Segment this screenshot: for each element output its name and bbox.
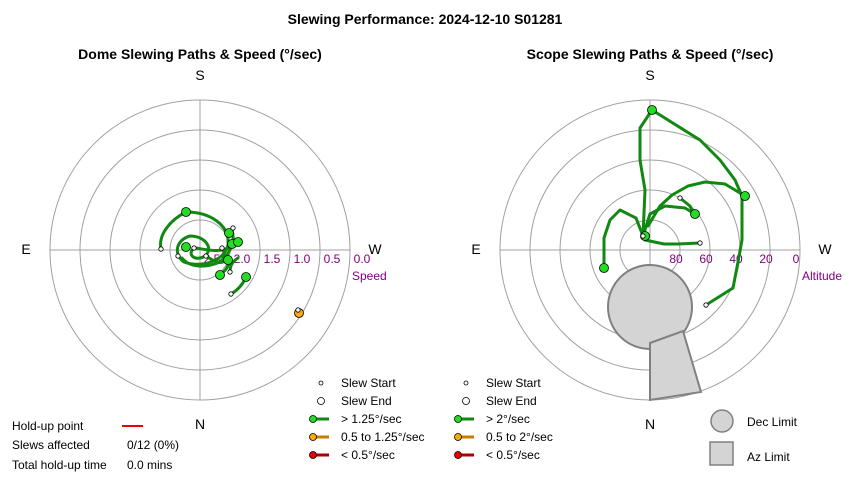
scope-compass-w: W — [818, 241, 832, 257]
scope-slew-path — [650, 108, 744, 307]
scope-slew-path — [602, 208, 645, 270]
slew-start-marker — [703, 302, 709, 308]
slew-start-marker — [228, 291, 234, 297]
az-limit-label: Az Limit — [747, 450, 790, 464]
slew-end-marker — [181, 242, 191, 252]
dome-legend: Slew Start Slew End > 1.25°/sec 0.5 to 1.25… — [309, 376, 425, 462]
slew-end-marker — [690, 209, 700, 219]
dome-slew-path — [159, 210, 188, 251]
legend-speed-dot — [454, 415, 462, 423]
scope-compass-s: S — [645, 67, 654, 83]
limits-legend: Dec Limit Az Limit — [709, 409, 798, 466]
dome-compass-e: E — [21, 241, 30, 257]
scope-slew-path — [646, 180, 747, 228]
slew-end-marker — [241, 272, 251, 282]
slew-start-marker — [697, 240, 703, 246]
legend-label: 0.5 to 1.25°/sec — [341, 430, 425, 444]
legend-speed-dot — [309, 433, 317, 441]
slews-affected-label: Slews affected — [12, 438, 90, 452]
slew-end-marker — [223, 255, 233, 265]
dome-slew-ends — [181, 207, 304, 318]
scope-compass-e: E — [471, 241, 480, 257]
scope-chart-title: Scope Slewing Paths & Speed (°/sec) — [527, 46, 774, 62]
slew-start-marker — [191, 245, 197, 251]
dome-compass-w: W — [368, 241, 382, 257]
radial-tick-label: 80 — [669, 252, 683, 266]
legend-label: > 1.25°/sec — [341, 412, 402, 426]
legend-label: > 2°/sec — [486, 412, 530, 426]
legend-slew-end-marker — [462, 397, 470, 405]
radial-tick-label: 0.5 — [324, 252, 341, 266]
legend-speed-dot — [309, 415, 317, 423]
dome-radial-label: Speed — [352, 269, 387, 283]
scope-slew-path — [643, 238, 702, 246]
radial-tick-label: 1.5 — [264, 252, 281, 266]
legend-label: Slew End — [341, 394, 392, 408]
scope-slew-paths — [602, 108, 747, 307]
legend-speed-dot — [454, 451, 462, 459]
scope-slew-starts — [640, 195, 709, 308]
slew-start-marker — [640, 233, 646, 239]
legend-speed-dot — [454, 433, 462, 441]
scope-legend: Slew Start Slew End > 2°/sec 0.5 to 2°/sec <… — [454, 376, 553, 462]
legend-speed-dot — [309, 451, 317, 459]
holdup-time-label: Total hold-up time — [12, 458, 107, 472]
holdup-time-value: 0.0 mins — [127, 458, 172, 472]
slew-start-marker — [203, 253, 209, 259]
scope-slew-path — [641, 204, 697, 238]
slew-start-marker — [230, 225, 236, 231]
radial-tick-label: 0 — [793, 252, 800, 266]
slew-start-marker — [219, 245, 225, 251]
slews-affected-value: 0/12 (0%) — [127, 438, 179, 452]
legend-label: Slew Start — [341, 376, 396, 390]
radial-tick-label: 1.0 — [294, 252, 311, 266]
dec-limit-label: Dec Limit — [747, 415, 798, 429]
slew-end-marker — [215, 270, 225, 280]
slew-end-marker — [233, 237, 243, 247]
scope-compass-n: N — [645, 416, 655, 432]
scope-radial-label: Altitude — [802, 269, 842, 283]
radial-tick-label: 2.0 — [234, 252, 251, 266]
dome-compass-n: N — [195, 416, 205, 432]
holdup-point-label: Hold-up point — [12, 419, 84, 433]
scope-az-limit-region — [649, 329, 703, 402]
dome-chart-title: Dome Slewing Paths & Speed (°/sec) — [78, 46, 322, 62]
slew-end-marker — [647, 105, 657, 115]
slew-start-marker — [227, 269, 233, 275]
slew-start-marker — [677, 195, 683, 201]
slew-end-marker — [599, 263, 609, 273]
scope-chart: Scope Slewing Paths & Speed (°/sec) S N … — [471, 46, 842, 432]
legend-label: Slew End — [486, 394, 537, 408]
slew-start-marker — [175, 253, 181, 259]
radial-tick-label: 60 — [699, 252, 713, 266]
slew-end-marker — [224, 228, 234, 238]
dec-limit-swatch — [710, 409, 734, 433]
legend-slew-end-marker — [317, 397, 325, 405]
az-limit-swatch — [709, 441, 734, 466]
legend-slew-start-marker — [463, 380, 469, 386]
radial-tick-label: 0.0 — [354, 252, 371, 266]
scope-slew-ends — [599, 105, 750, 273]
legend-label: < 0.5°/sec — [341, 448, 395, 462]
slew-end-marker — [740, 191, 750, 201]
dome-grid — [49, 99, 351, 401]
scope-radial-ticks: 80 60 40 20 0 — [669, 252, 799, 266]
legend-label: 0.5 to 2°/sec — [486, 430, 553, 444]
slew-end-marker — [181, 207, 191, 217]
legend-slew-start-marker — [318, 380, 324, 386]
dome-slew-starts — [158, 225, 301, 313]
radial-tick-label: 20 — [759, 252, 773, 266]
scope-slew-path — [638, 108, 654, 238]
figure-title: Slewing Performance: 2024-12-10 S01281 — [288, 11, 563, 27]
slew-start-marker — [158, 246, 164, 252]
legend-label: Slew Start — [486, 376, 541, 390]
holdup-summary: Hold-up point Slews affected 0/12 (0%) T… — [12, 419, 179, 472]
legend-label: < 0.5°/sec — [486, 448, 540, 462]
dome-compass-s: S — [195, 67, 204, 83]
slew-start-marker — [295, 307, 301, 313]
dome-chart: Dome Slewing Paths & Speed (°/sec) S N E… — [21, 46, 386, 432]
